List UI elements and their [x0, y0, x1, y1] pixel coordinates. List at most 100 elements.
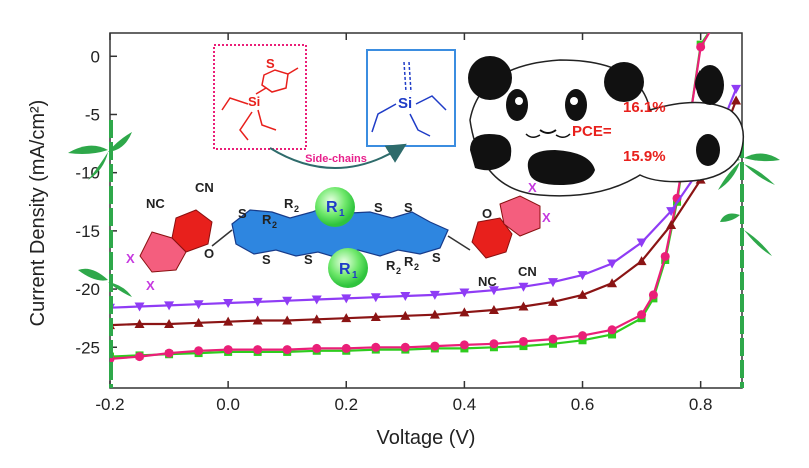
svg-text:X: X: [542, 210, 551, 225]
data-point-series-2: [311, 314, 322, 324]
svg-text:O: O: [482, 206, 492, 221]
svg-text:X: X: [528, 180, 537, 195]
svg-text:CN: CN: [195, 180, 214, 195]
data-point-series-2: [370, 312, 381, 321]
x-axis-label: Voltage (V): [377, 427, 476, 449]
x-tick-label: 0.4: [453, 395, 477, 414]
side-chain-thiophene-box: S Si: [213, 44, 307, 150]
data-point-series-1: [459, 340, 469, 350]
data-point-series-0: [578, 336, 587, 345]
svg-text:R: R: [386, 258, 396, 273]
data-point-series-1: [164, 348, 174, 358]
svg-text:R: R: [404, 254, 414, 269]
data-point-series-3: [341, 294, 352, 304]
svg-text:S: S: [304, 252, 313, 267]
pce-value-top: 16.1%: [623, 99, 666, 116]
data-point-series-1: [578, 331, 588, 341]
data-point-series-1: [637, 310, 647, 320]
data-point-series-1: [732, 23, 741, 32]
series-line-2: [110, 100, 738, 327]
data-point-series-3: [311, 295, 322, 305]
data-point-series-3: [518, 282, 529, 292]
data-point-series-1: [518, 336, 528, 346]
y-axis-ticks: 0 -5 -10 -15 -20 -25: [75, 47, 117, 357]
data-point-series-1: [223, 345, 233, 355]
svg-text:R: R: [284, 196, 294, 211]
svg-text:Si: Si: [398, 95, 412, 112]
svg-text:S: S: [404, 200, 413, 215]
bamboo-left-illustration: [68, 120, 132, 388]
data-point-series-1: [135, 352, 145, 362]
side-chains-label: Side-chains: [305, 153, 367, 165]
data-point-series-2: [429, 309, 440, 319]
data-point-series-3: [223, 299, 234, 309]
x-tick-label: 0.0: [216, 395, 240, 414]
data-point-series-3: [666, 207, 677, 217]
y-tick-label: -10: [75, 164, 100, 183]
data-point-series-2: [607, 278, 618, 288]
data-point-series-1: [660, 251, 670, 261]
svg-text:2: 2: [294, 204, 299, 214]
data-point-series-3: [370, 293, 381, 303]
data-point-series-3: [134, 302, 145, 312]
svg-text:NC: NC: [146, 196, 165, 211]
svg-text:1: 1: [352, 270, 358, 281]
pce-label: PCE=: [572, 123, 612, 140]
data-point-series-2: [636, 256, 647, 266]
data-point-series-3: [164, 301, 175, 311]
y-tick-label: 0: [91, 47, 100, 66]
data-point-series-3: [252, 297, 263, 307]
data-point-series-3: [607, 259, 618, 269]
data-point-series-1: [648, 290, 658, 300]
bamboo-right-illustration: [705, 140, 780, 388]
svg-text:S: S: [374, 200, 383, 215]
data-point-series-0: [708, 23, 716, 31]
svg-text:S: S: [266, 56, 275, 71]
data-point-series-3: [636, 238, 647, 248]
data-point-series-2: [134, 318, 145, 328]
y-tick-label: -20: [75, 280, 100, 299]
data-point-series-2: [731, 95, 742, 105]
y-tick-label: -15: [75, 222, 100, 241]
data-point-series-1: [282, 345, 292, 355]
side-chains-arrow: Side-chains: [269, 143, 407, 169]
svg-text:2: 2: [396, 266, 401, 276]
svg-text:Si: Si: [248, 94, 260, 109]
data-point-series-2: [547, 296, 558, 306]
data-point-series-0: [732, 23, 740, 31]
y-axis-label: Current Density (mA/cm²): [27, 100, 49, 327]
svg-text:X: X: [126, 251, 135, 266]
svg-text:R: R: [326, 199, 338, 216]
data-point-series-2: [282, 315, 293, 325]
data-point-series-1: [489, 339, 499, 349]
data-point-series-2: [164, 318, 175, 328]
data-point-series-2: [666, 220, 677, 230]
data-point-series-2: [400, 310, 411, 320]
data-point-series-2: [459, 307, 470, 317]
svg-text:2: 2: [272, 220, 277, 230]
data-point-series-0: [608, 330, 617, 339]
data-point-series-3: [731, 84, 742, 94]
data-point-series-1: [430, 341, 440, 351]
svg-text:2: 2: [414, 262, 419, 272]
svg-text:1: 1: [339, 208, 345, 219]
x-tick-label: 0.8: [689, 395, 713, 414]
svg-text:X: X: [146, 278, 155, 293]
data-point-series-2: [223, 316, 234, 326]
panda-illustration: PCE= 16.1% 15.9%: [468, 56, 745, 197]
series-line-3: [110, 88, 738, 309]
side-chain-alkyne-box: Si: [366, 49, 456, 147]
data-point-series-2: [341, 313, 352, 323]
x-tick-label: -0.2: [95, 395, 124, 414]
data-point-series-3: [488, 286, 499, 296]
svg-text:R: R: [262, 212, 272, 227]
data-point-series-3: [429, 290, 440, 300]
x-tick-label: 0.2: [334, 395, 358, 414]
data-point-series-3: [577, 271, 588, 281]
data-point-series-0: [720, 23, 728, 31]
y-tick-label: -5: [85, 105, 100, 124]
svg-text:S: S: [432, 250, 441, 265]
data-point-series-0: [519, 342, 528, 351]
svg-text:S: S: [238, 206, 247, 221]
